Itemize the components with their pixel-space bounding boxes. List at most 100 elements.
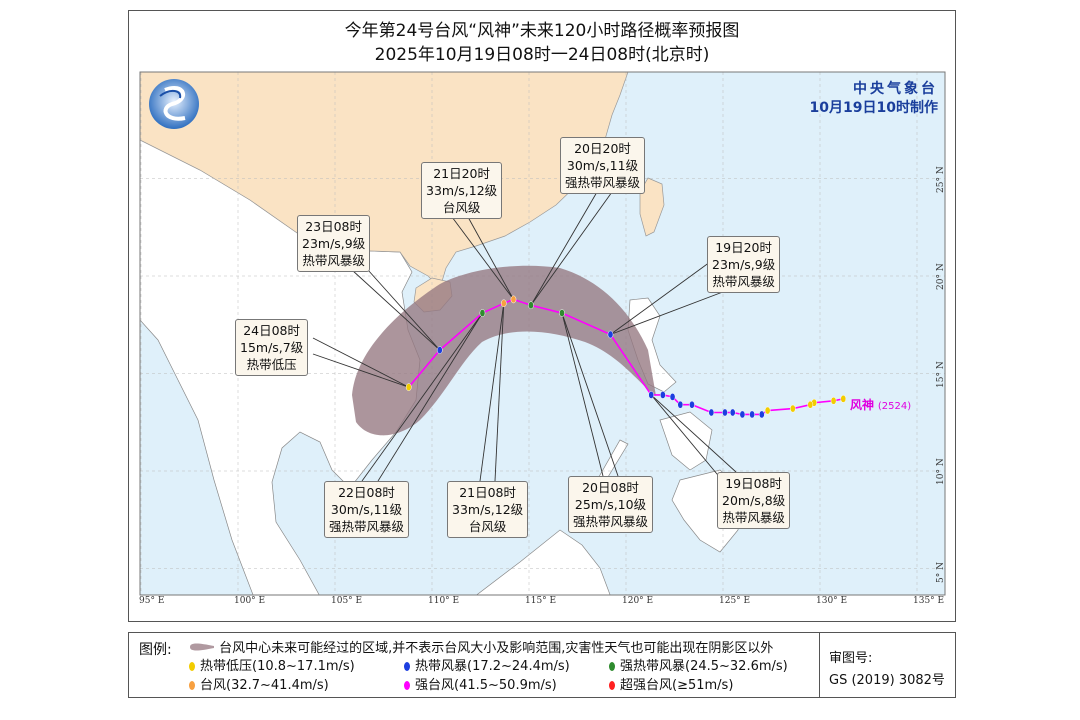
map-border xyxy=(139,71,946,596)
legend-title: 图例: xyxy=(139,642,172,658)
lon-tick-label: 95° E xyxy=(139,596,165,606)
typhoon-code: (2524) xyxy=(877,401,912,412)
leader-line xyxy=(650,394,737,473)
intensity-dot-icon xyxy=(404,662,410,671)
track-point xyxy=(789,404,796,413)
forecast-wind: 25m/s,10级 xyxy=(574,497,647,512)
forecast-wind: 20m/s,8级 xyxy=(722,493,786,508)
legend-item-label: 热带风暴(17.2~24.4m/s) xyxy=(415,659,570,674)
leader-line xyxy=(361,312,483,482)
leader-line xyxy=(479,303,505,482)
track-point xyxy=(764,406,771,415)
forecast-wind: 30m/s,11级 xyxy=(330,502,403,517)
leader-line xyxy=(467,216,514,300)
forecast-time: 19日20时 xyxy=(715,240,773,255)
legend-item-label: 强台风(41.5~50.9m/s) xyxy=(415,678,557,693)
leader-line xyxy=(530,191,613,306)
lat-tick-label: 15° N xyxy=(936,360,946,388)
forecast-time: 22日08时 xyxy=(338,485,395,500)
forecast-wind: 15m/s,7级 xyxy=(240,340,304,355)
track-point xyxy=(807,400,814,409)
forecast-label-box: 21日08时 33m/s,12级 台风级 xyxy=(447,481,529,538)
review-label: 审图号: xyxy=(829,651,873,666)
intensity-dot-icon xyxy=(189,681,195,690)
legend-item: 台风(32.7~41.4m/s) xyxy=(189,674,329,693)
forecast-time: 20日20时 xyxy=(574,141,631,156)
leader-line xyxy=(312,353,409,388)
forecast-wind: 33m/s,12级 xyxy=(452,502,524,517)
track-point xyxy=(660,391,666,399)
legend-item-label: 超强台风(≥51m/s) xyxy=(620,678,734,693)
track-point xyxy=(729,408,736,417)
legend-divider xyxy=(819,633,820,697)
forecast-label-box: 24日08时 15m/s,7级 热带低压 xyxy=(235,319,309,376)
forecast-wind: 33m/s,12级 xyxy=(426,183,498,198)
land-visayas xyxy=(659,411,713,471)
track-point xyxy=(830,396,837,405)
track-point xyxy=(669,393,676,401)
legend: 图例: 台风中心未来可能经过的区域,并不表示台风大小及影响范围,灾害性天气也可能… xyxy=(128,632,956,698)
chart-frame xyxy=(128,10,956,622)
forecast-level: 热带风暴级 xyxy=(302,253,365,268)
forecast-level: 强热带风暴级 xyxy=(573,514,649,529)
cma-logo xyxy=(149,79,199,129)
review-number: GS (2019) 3082号 xyxy=(829,673,945,688)
track-point xyxy=(607,330,614,339)
leader-line xyxy=(610,261,711,335)
forecast-time: 21日08时 xyxy=(459,485,516,500)
track-point xyxy=(689,400,695,409)
forecast-level: 台风级 xyxy=(468,519,507,534)
leader-line xyxy=(494,303,505,482)
issue-time: 10月19日10时制作 xyxy=(809,100,938,116)
forecast-wind: 23m/s,9级 xyxy=(712,257,776,272)
lon-tick-label: 115° E xyxy=(525,596,557,606)
track-point xyxy=(510,295,517,304)
track-point xyxy=(749,410,755,419)
lon-tick-label: 110° E xyxy=(428,596,460,606)
lon-tick-label: 100° E xyxy=(234,596,266,606)
probability-cone xyxy=(352,265,656,436)
track-point xyxy=(739,410,746,419)
leader-line xyxy=(451,216,514,300)
intensity-dot-icon xyxy=(609,681,615,690)
forecast-time: 24日08时 xyxy=(243,323,301,338)
forecast-wind: 23m/s,9级 xyxy=(302,236,366,251)
forecast-time: 19日08时 xyxy=(725,476,783,491)
forecast-level: 强热带风暴级 xyxy=(329,519,405,534)
land-china xyxy=(140,72,629,289)
legend-item: 强台风(41.5~50.9m/s) xyxy=(404,674,557,693)
forecast-level: 热带风暴级 xyxy=(722,510,785,525)
leader-line xyxy=(312,337,409,388)
intensity-dot-icon xyxy=(404,681,410,690)
leader-line xyxy=(561,312,604,477)
land-taiwan xyxy=(639,177,665,237)
leader-line xyxy=(377,312,483,482)
lat-tick-label: 25° N xyxy=(936,165,946,193)
legend-item: 热带低压(10.8~17.1m/s) xyxy=(189,655,355,674)
forecast-label-box: 20日20时 30m/s,11级 强热带风暴级 xyxy=(560,137,646,194)
track-point xyxy=(405,383,412,391)
forecast-time: 23日08时 xyxy=(305,219,363,234)
agency-name: 中央气象台 xyxy=(853,81,938,97)
forecast-label-box: 19日08时 20m/s,8级 热带风暴级 xyxy=(717,472,791,529)
lon-tick-label: 135° E xyxy=(913,596,945,606)
lon-tick-label: 125° E xyxy=(719,596,751,606)
forecast-level: 热带低压 xyxy=(246,357,297,372)
forecast-label-box: 20日08时 25m/s,10级 强热带风暴级 xyxy=(568,476,654,533)
track-point xyxy=(722,408,728,417)
forecast-wind: 30m/s,11级 xyxy=(566,158,639,173)
track-point xyxy=(528,301,534,310)
leader-line xyxy=(561,312,619,477)
legend-cone-text: 台风中心未来可能经过的区域,并不表示台风大小及影响范围,灾害性天气也可能出现在阴… xyxy=(219,641,774,656)
leader-line xyxy=(650,394,723,481)
intensity-dot-icon xyxy=(609,662,615,671)
track-point xyxy=(479,309,486,317)
track-point xyxy=(648,391,655,399)
lon-tick-label: 120° E xyxy=(622,596,654,606)
leader-line xyxy=(367,269,441,351)
legend-item-label: 台风(32.7~41.4m/s) xyxy=(200,678,329,693)
map-subtitle: 2025年10月19日08时一24日08时(北京时) xyxy=(374,45,710,65)
track-point xyxy=(559,309,565,317)
leader-line xyxy=(530,191,598,306)
cone-swatch-icon xyxy=(190,643,214,651)
